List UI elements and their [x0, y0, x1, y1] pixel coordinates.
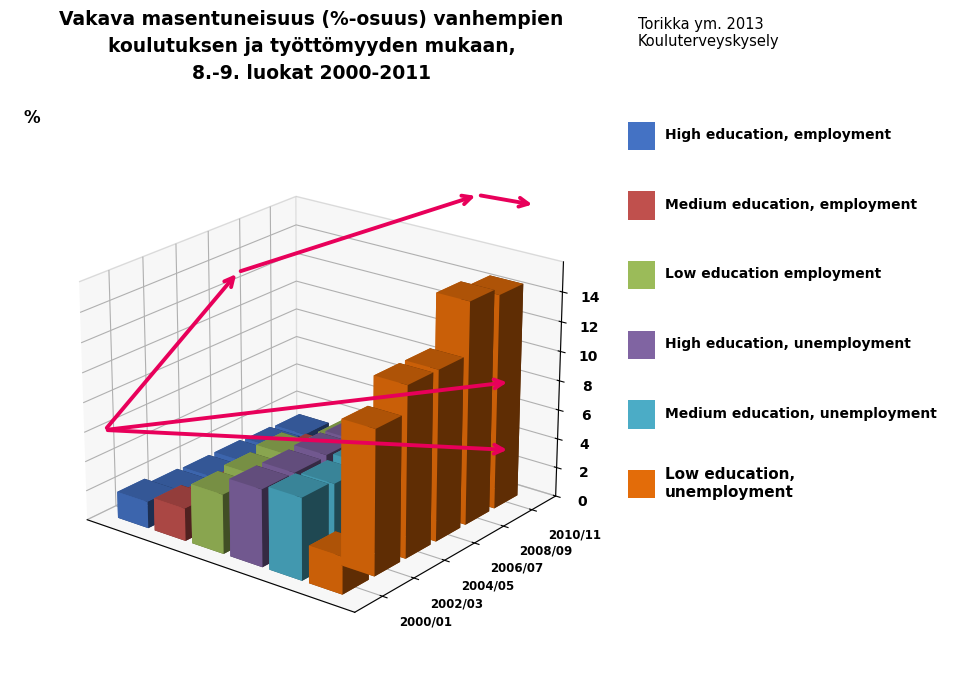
Text: Low education,
unemployment: Low education, unemployment [665, 467, 795, 500]
Text: Low education employment: Low education employment [665, 268, 880, 281]
Text: koulutuksen ja työttömyyden mukaan,: koulutuksen ja työttömyyden mukaan, [107, 37, 516, 56]
Text: %: % [24, 110, 40, 127]
Text: Medium education, employment: Medium education, employment [665, 198, 917, 212]
Text: Vakava masentuneisuus (%-osuus) vanhempien: Vakava masentuneisuus (%-osuus) vanhempi… [59, 10, 564, 29]
Text: High education, unemployment: High education, unemployment [665, 337, 910, 351]
Text: Medium education, unemployment: Medium education, unemployment [665, 407, 936, 420]
Text: 8.-9. luokat 2000-2011: 8.-9. luokat 2000-2011 [192, 64, 432, 83]
Text: Torikka ym. 2013
Kouluterveyskysely: Torikka ym. 2013 Kouluterveyskysely [638, 17, 780, 49]
Text: High education, employment: High education, employment [665, 128, 891, 142]
